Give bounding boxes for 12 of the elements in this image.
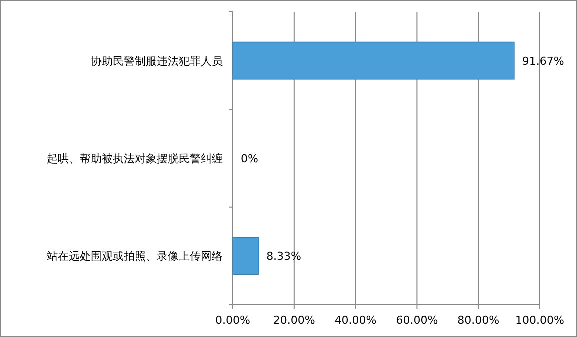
y-tick-label: 站在远处围观或拍照、录像上传网络 bbox=[47, 250, 223, 264]
x-tick-label: 80.00% bbox=[458, 314, 500, 327]
data-label: 91.67% bbox=[522, 54, 564, 68]
x-tick-label: 60.00% bbox=[396, 314, 438, 327]
x-tick-label: 20.00% bbox=[273, 314, 316, 327]
data-label: 0% bbox=[241, 152, 258, 166]
y-tick-label: 起哄、帮助被执法对象摆脱民警纠缠 bbox=[47, 152, 223, 166]
data-label: 8.33% bbox=[266, 250, 302, 264]
x-tick-label: 0.00% bbox=[216, 314, 250, 327]
x-tick-label: 100.00% bbox=[516, 314, 564, 327]
x-tick-label: 40.00% bbox=[334, 314, 377, 327]
y-tick-label: 协助民警制服违法犯罪人员 bbox=[91, 54, 223, 68]
